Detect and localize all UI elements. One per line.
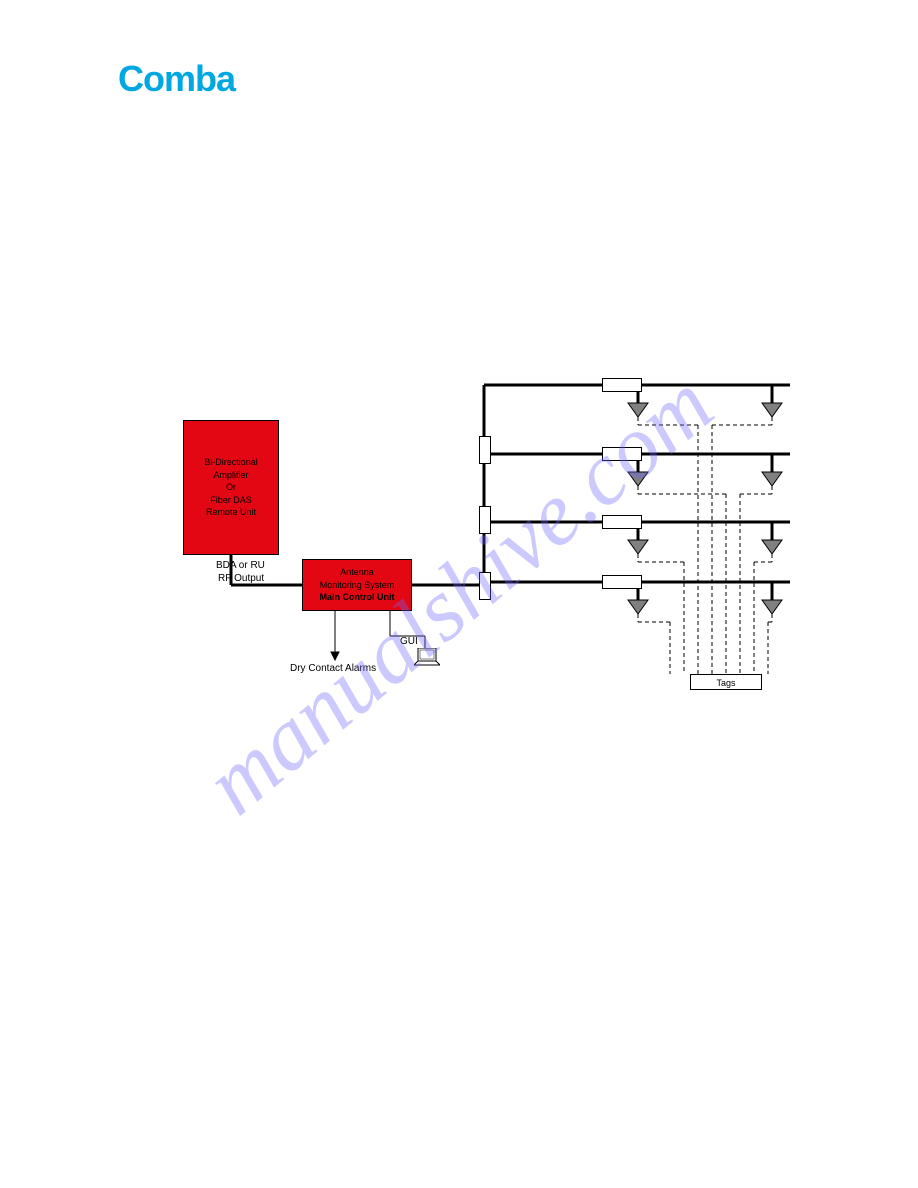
ams-box: AntennaMonitoring SystemMain Control Uni… bbox=[302, 559, 412, 611]
riser-splitter bbox=[479, 572, 491, 600]
branch-splitter bbox=[602, 575, 642, 589]
laptop-icon bbox=[414, 648, 440, 668]
branch-splitter bbox=[602, 447, 642, 461]
riser-splitter bbox=[479, 436, 491, 464]
diagram-lines bbox=[0, 0, 918, 1188]
label-dry-contact: Dry Contact Alarms bbox=[290, 663, 376, 674]
label-bda-output-2: RF Output bbox=[218, 573, 264, 584]
branch-splitter bbox=[602, 515, 642, 529]
label-gui: GUI bbox=[400, 636, 418, 647]
riser-splitter bbox=[479, 506, 491, 534]
tags-label: Tags bbox=[691, 675, 761, 691]
tags-box: Tags bbox=[690, 674, 762, 690]
branch-splitter bbox=[602, 378, 642, 392]
label-bda-output-1: BDA or RU bbox=[216, 560, 265, 571]
bda-box: Bi-DirectionalAmplifierOrFiber DASRemote… bbox=[183, 420, 279, 555]
